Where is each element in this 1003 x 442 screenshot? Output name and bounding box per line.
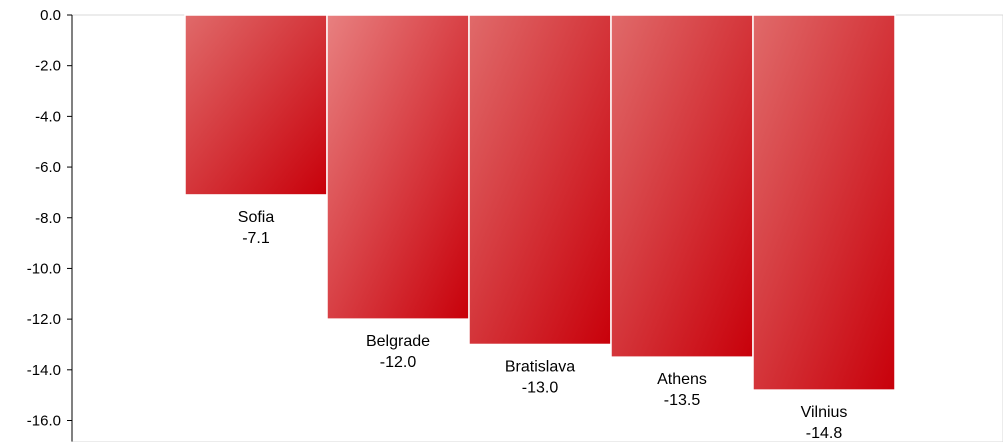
- category-label: Bratislava: [505, 358, 575, 375]
- bar-labels-group: Sofia -7.1 Belgrade -12.0 Bratislava -13.0 Ath…: [238, 209, 848, 442]
- y-tick-label: 0.0: [40, 7, 61, 24]
- y-tick-label: -8.0: [35, 210, 61, 227]
- bar-athens: [610, 14, 754, 358]
- y-tick-label: -6.0: [35, 159, 61, 176]
- value-label: -12.0: [380, 354, 417, 371]
- y-tick-label: -12.0: [27, 311, 61, 328]
- y-tick-label: -4.0: [35, 108, 61, 125]
- category-label: Athens: [657, 371, 707, 388]
- category-label: Belgrade: [366, 333, 430, 350]
- value-label: -13.5: [664, 392, 701, 409]
- bar-vilnius: [752, 14, 896, 391]
- bars-group: [184, 14, 896, 391]
- value-label: -13.0: [522, 379, 559, 396]
- y-tick-label: -2.0: [35, 58, 61, 75]
- category-label: Sofia: [238, 209, 275, 226]
- value-label: -7.1: [242, 230, 270, 247]
- y-axis: 0.0 -2.0 -4.0 -6.0 -8.0 -10.0 -12.0 -14.0 -16.0: [27, 7, 73, 442]
- y-tick-label: -10.0: [27, 260, 61, 277]
- y-tick-label: -16.0: [27, 413, 61, 430]
- category-label: Vilnius: [801, 404, 848, 421]
- y-tick-label: -14.0: [27, 362, 61, 379]
- bar-sofia: [184, 14, 328, 196]
- value-label: -14.8: [806, 425, 843, 442]
- bar-bratislava: [468, 14, 612, 346]
- bar-belgrade: [326, 14, 470, 320]
